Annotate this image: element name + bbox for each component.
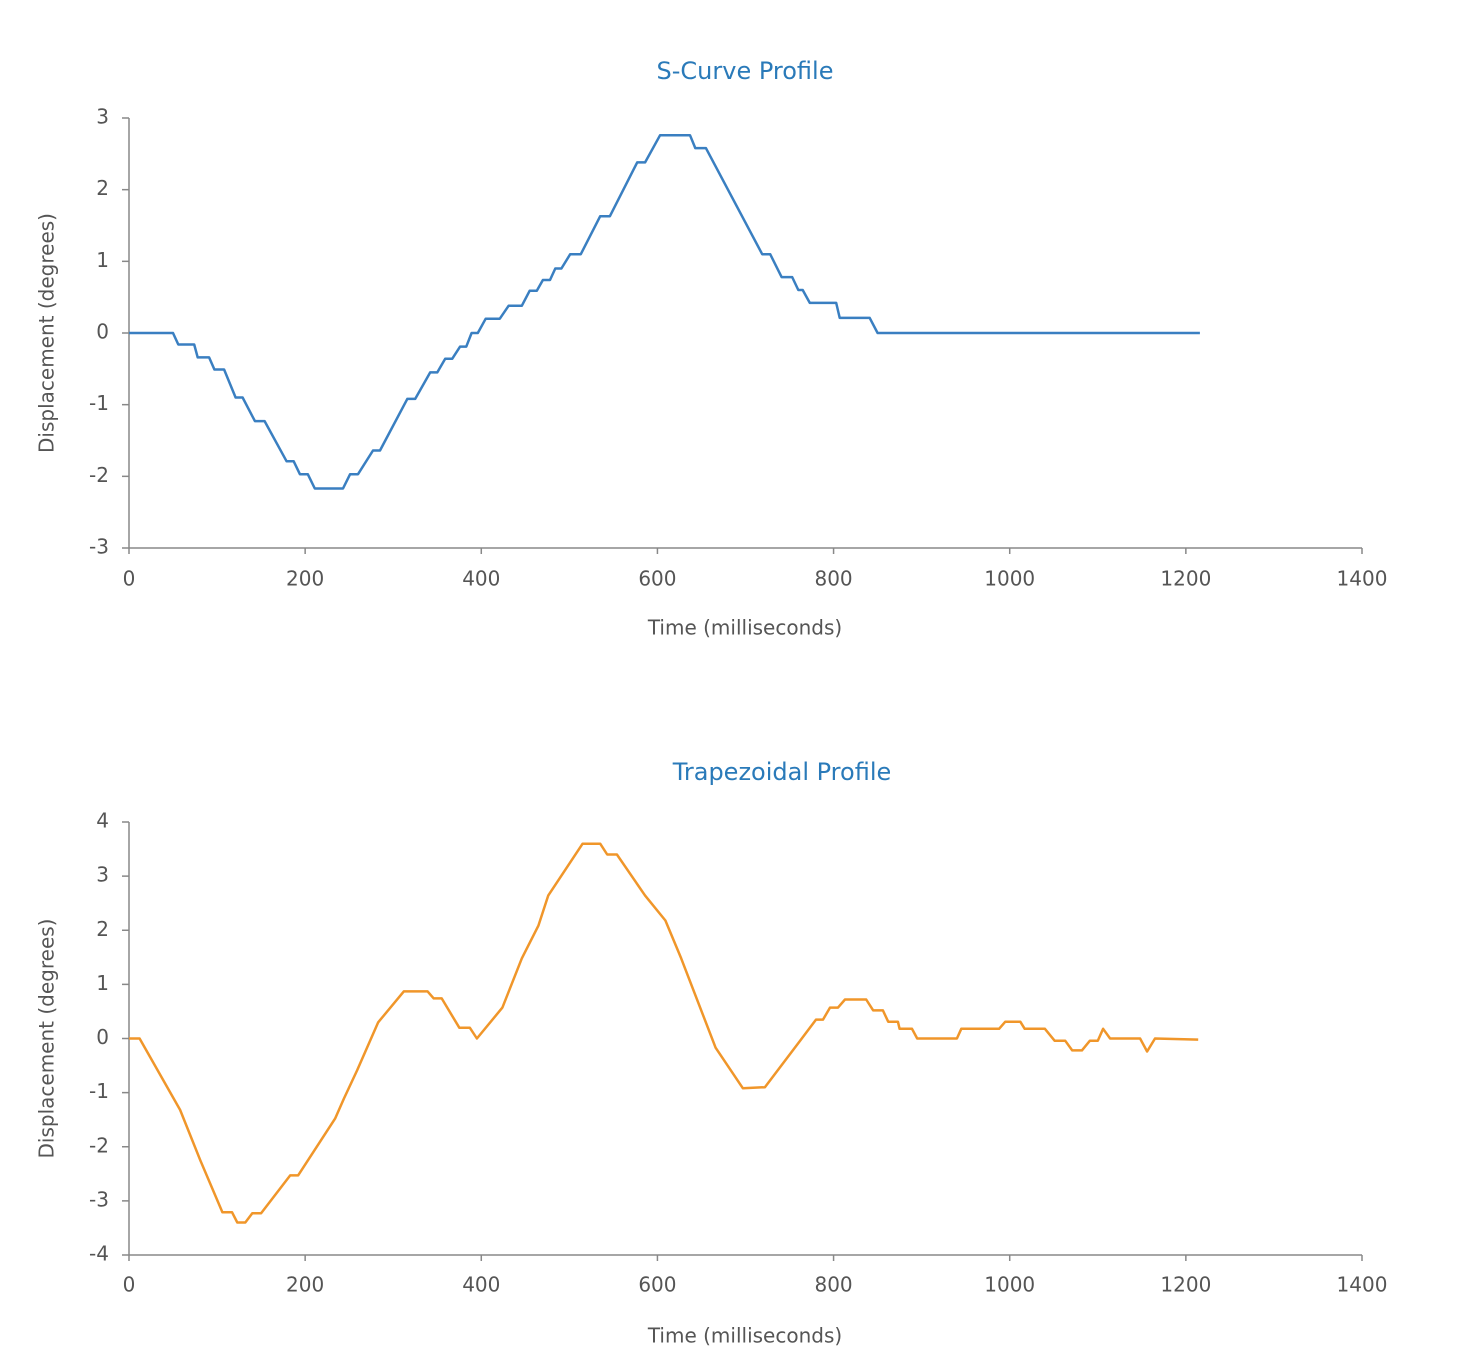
data-line xyxy=(129,842,1199,1224)
y-tick-label: -4 xyxy=(89,1242,109,1266)
x-tick-label: 400 xyxy=(462,1273,500,1297)
x-axis-label: Time (milliseconds) xyxy=(647,616,842,640)
x-tick-label: 800 xyxy=(814,1273,852,1297)
x-tick-label: 1400 xyxy=(1337,567,1388,591)
x-tick-label: 600 xyxy=(638,567,676,591)
y-axis-label: Displacement (degrees) xyxy=(35,213,59,453)
y-tick-label: 4 xyxy=(96,809,109,833)
y-tick-label: 1 xyxy=(96,971,109,995)
y-tick-label: 1 xyxy=(96,248,109,272)
x-tick-label: 1000 xyxy=(984,567,1035,591)
y-tick-label: 2 xyxy=(96,917,109,941)
x-tick-label: 200 xyxy=(286,1273,324,1297)
chart-title: S-Curve Profile xyxy=(657,57,834,85)
x-tick-label: 0 xyxy=(123,567,136,591)
x-tick-label: 1200 xyxy=(1160,567,1211,591)
data-line xyxy=(129,133,1200,490)
x-tick-label: 400 xyxy=(462,567,500,591)
y-tick-label: 0 xyxy=(96,1025,109,1049)
x-tick-label: 200 xyxy=(286,567,324,591)
y-axis-label: Displacement (degrees) xyxy=(35,919,59,1159)
y-tick-label: -3 xyxy=(89,1187,109,1211)
x-tick-label: 600 xyxy=(638,1273,676,1297)
y-tick-label: -2 xyxy=(89,1133,109,1157)
y-tick-label: -3 xyxy=(89,535,109,559)
x-axis-label: Time (milliseconds) xyxy=(647,1324,842,1348)
x-tick-label: 1000 xyxy=(984,1273,1035,1297)
y-tick-label: 3 xyxy=(96,863,109,887)
y-tick-label: -2 xyxy=(89,463,109,487)
y-tick-label: 0 xyxy=(96,320,109,344)
x-tick-label: 800 xyxy=(814,567,852,591)
y-tick-label: -1 xyxy=(89,391,109,415)
chart-title: Trapezoidal Profile xyxy=(672,758,892,786)
x-tick-label: 0 xyxy=(123,1273,136,1297)
y-tick-label: 3 xyxy=(96,105,109,129)
x-tick-label: 1200 xyxy=(1160,1273,1211,1297)
y-tick-label: -1 xyxy=(89,1079,109,1103)
y-tick-label: 2 xyxy=(96,176,109,200)
x-tick-label: 1400 xyxy=(1337,1273,1388,1297)
